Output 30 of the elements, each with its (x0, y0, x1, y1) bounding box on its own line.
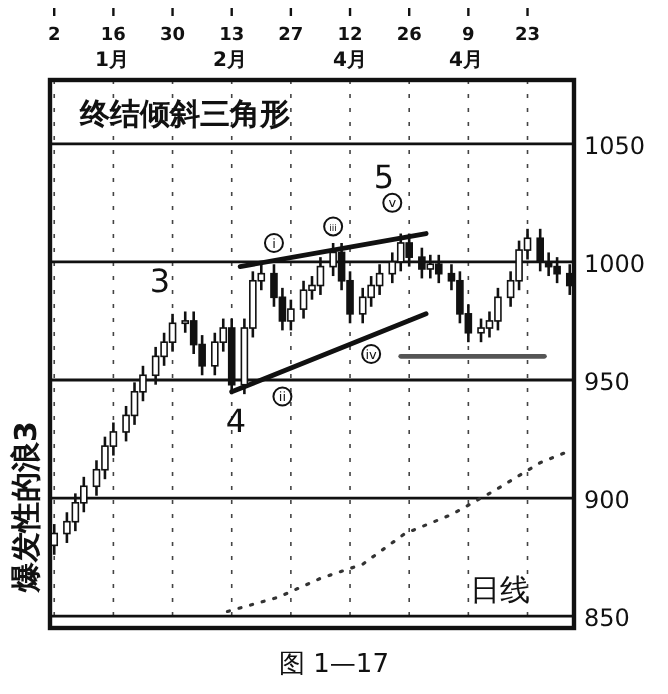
annotation: 5 (373, 158, 395, 196)
y-tick-label: 900 (584, 486, 630, 515)
x-tick-label: 16 (100, 26, 126, 46)
text: 1月 (95, 50, 129, 72)
candlestick (494, 286, 502, 332)
candlestick (477, 317, 485, 344)
x-tick-label: 23 (514, 26, 541, 46)
y-axis-title: 爆发性的浪3 (8, 421, 44, 594)
candlestick (168, 312, 177, 353)
annotation: 日线 (470, 572, 530, 608)
annotation: 4 (225, 402, 247, 440)
text: 4月 (333, 50, 367, 72)
annotation: 3 (149, 262, 171, 300)
x-tick-label: 26 (396, 26, 422, 46)
y-tick-label: 950 (584, 367, 630, 396)
x-tick-label: 30 (160, 26, 186, 46)
x-tick-label: 12 (337, 26, 363, 46)
caption: 图 1—17 (279, 650, 389, 680)
x-tick-label: 9 (462, 26, 475, 46)
y-tick-label: 850 (584, 604, 630, 633)
x-tick-label: 27 (278, 26, 304, 46)
x-tick-label: 13 (219, 26, 245, 46)
candlestick (287, 298, 295, 332)
x-tick-label: 2 (47, 26, 61, 46)
text: 终结倾斜三角形 (78, 96, 290, 132)
candlestick (299, 279, 308, 320)
text: 4月 (449, 50, 483, 72)
y-tick-label: 1050 (584, 131, 646, 160)
text: 2月 (213, 50, 247, 72)
y-tick-label: 1000 (584, 249, 646, 278)
